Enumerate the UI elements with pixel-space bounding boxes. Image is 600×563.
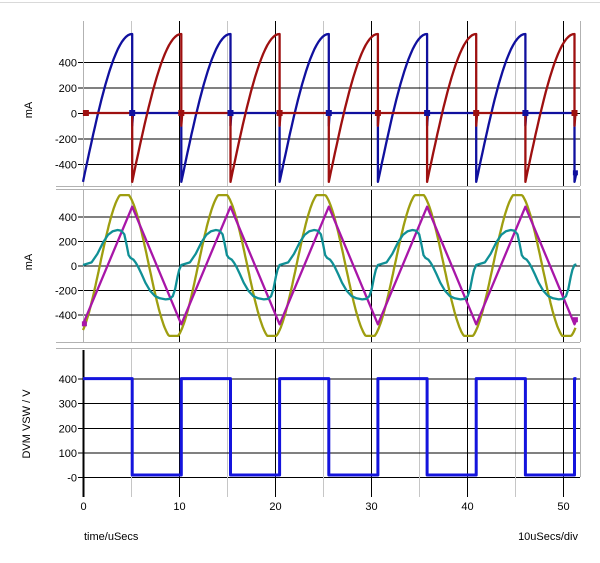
top-separator <box>0 2 600 3</box>
y-tick-label: -200 <box>55 134 77 146</box>
y-tick-label: 400 <box>59 374 77 386</box>
x-axis-title: time/uSecs <box>84 531 139 543</box>
trace-end-marker <box>572 170 578 176</box>
y-tick-label: -0 <box>67 473 77 485</box>
plot2-markers <box>81 317 578 327</box>
y-tick-label: -400 <box>55 310 77 322</box>
trace-end-marker <box>572 317 578 323</box>
x-tick-label: 10 <box>173 501 185 513</box>
plot2-grid <box>83 189 580 342</box>
x-axis-scale-per-div: 10uSecs/div <box>518 531 578 543</box>
y-tick-label: -200 <box>55 286 77 298</box>
x-tick-label: 50 <box>557 501 569 513</box>
y-tick-label: 300 <box>59 399 77 411</box>
plot3-traces <box>83 377 577 477</box>
x-tick-label: 0 <box>80 501 86 513</box>
olive-trace <box>81 193 577 338</box>
plot2-traces <box>81 193 578 338</box>
transition-marker <box>276 110 283 116</box>
y-tick-label: 400 <box>59 212 77 224</box>
transition-marker <box>227 110 234 116</box>
plot2-y-axis-title: mA <box>23 253 35 271</box>
trace-start-marker <box>82 110 89 116</box>
trace-start-marker <box>81 321 87 327</box>
transition-marker <box>178 110 185 116</box>
y-tick-label: 100 <box>59 448 77 460</box>
y-tick-label: 0 <box>71 109 77 121</box>
dark-red-trace <box>83 32 577 184</box>
y-tick-label: 400 <box>59 58 77 70</box>
plot2-y-axis: 400 200 0 -200 -400 <box>55 212 83 322</box>
blue-square-trace <box>83 377 577 477</box>
plot1-grid <box>83 21 580 186</box>
teal-trace <box>82 228 577 301</box>
plot1-border <box>56 21 581 187</box>
y-tick-label: 200 <box>59 423 77 435</box>
magenta-trace <box>81 205 578 326</box>
transition-marker <box>473 110 480 116</box>
transition-marker <box>325 110 332 116</box>
plot1-traces <box>81 32 578 184</box>
y-tick-label: -400 <box>55 160 77 172</box>
transition-marker <box>571 110 578 116</box>
x-axis: 0 10 20 30 40 50 <box>80 477 570 513</box>
y-tick-label: 0 <box>71 261 77 273</box>
transition-marker <box>129 110 136 116</box>
x-tick-label: 40 <box>461 501 473 513</box>
x-tick-label: 30 <box>365 501 377 513</box>
plot3-y-axis: 400 300 200 100 -0 <box>59 374 83 485</box>
y-tick-label: 200 <box>59 237 77 249</box>
y-tick-label: 200 <box>59 83 77 95</box>
plot3-y-axis-title: DVM VSW / V <box>21 389 33 459</box>
x-tick-label: 20 <box>269 501 281 513</box>
plot1-y-axis: 400 200 0 -200 -400 <box>55 58 83 172</box>
plot1-y-axis-title: mA <box>23 101 35 119</box>
plot1-markers <box>82 110 578 176</box>
transition-marker <box>522 110 529 116</box>
transition-marker <box>424 110 431 116</box>
plot3-border <box>56 348 581 497</box>
transition-marker <box>374 110 381 116</box>
